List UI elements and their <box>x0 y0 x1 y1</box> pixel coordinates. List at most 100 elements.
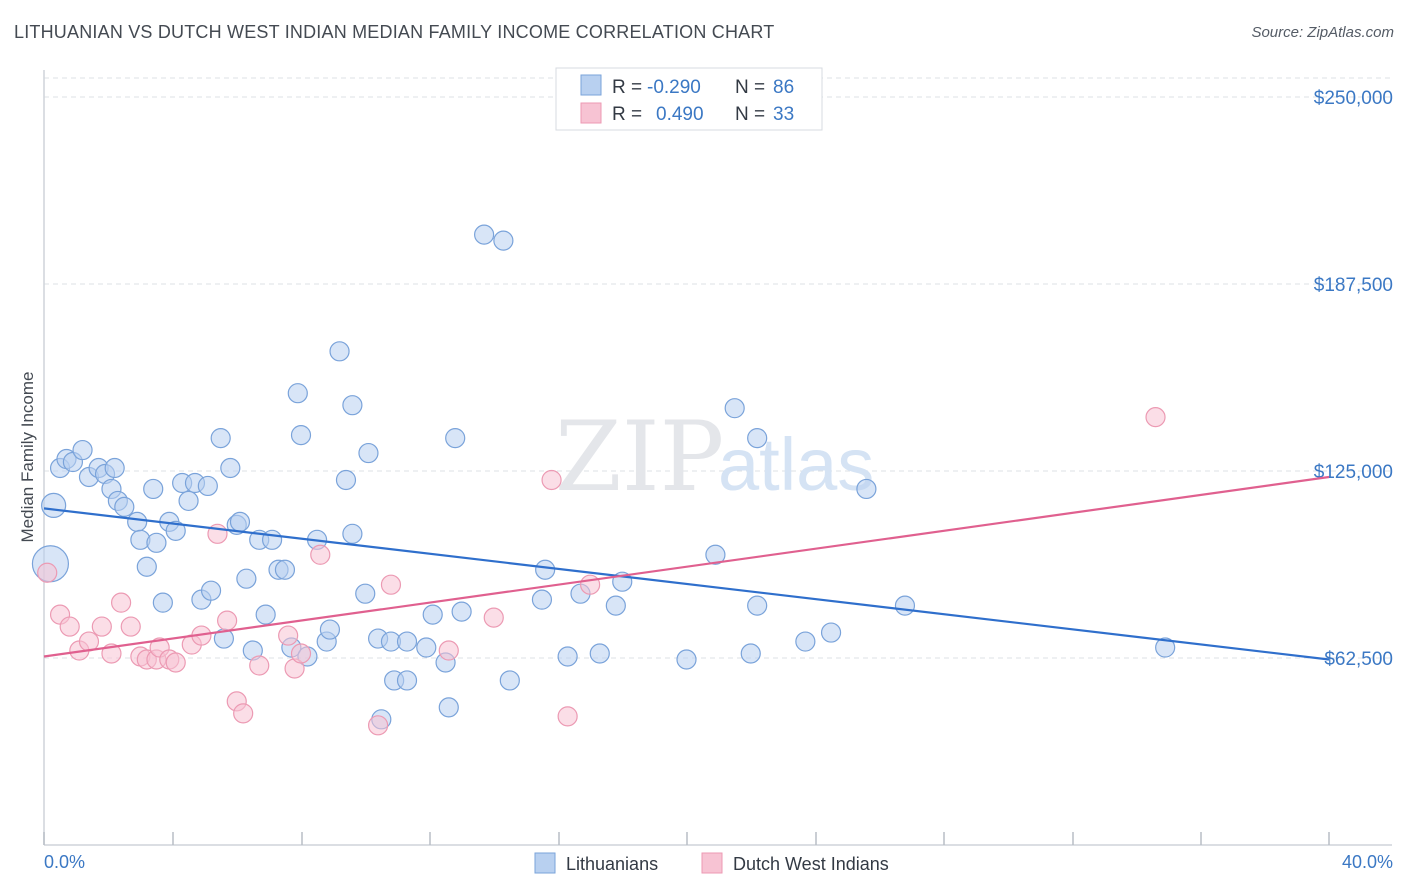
y-tick-label-0: $62,500 <box>1324 649 1393 670</box>
x-tick-label-max: 40.0% <box>1342 852 1393 872</box>
point-lithuanians-40 <box>290 424 312 446</box>
point-dutch-west-indians-18 <box>217 610 238 631</box>
legend-n-value-2: 33 <box>773 104 794 125</box>
point-lithuanians-21 <box>178 490 199 512</box>
point-dutch-west-indians-20 <box>233 703 254 724</box>
point-dutch-west-indians-22 <box>278 625 299 646</box>
legend-n-label-1: N = <box>735 77 765 98</box>
point-lithuanians-67 <box>535 559 556 580</box>
point-lithuanians-58 <box>422 604 443 625</box>
point-lithuanians-11 <box>104 457 125 479</box>
point-lithuanians-77 <box>747 595 768 616</box>
point-lithuanians-4 <box>72 439 93 461</box>
point-lithuanians-10 <box>114 496 135 518</box>
legend-swatch-lithuanians <box>580 74 602 96</box>
series-legend: Lithuanians Dutch West Indians <box>534 852 889 874</box>
point-dutch-west-indians-26 <box>368 715 389 736</box>
point-dutch-west-indians-24 <box>290 643 312 664</box>
point-lithuanians-50 <box>358 442 379 464</box>
point-lithuanians-75 <box>724 398 745 419</box>
point-lithuanians-71 <box>605 595 626 616</box>
series-lithuanians-points <box>31 224 1176 730</box>
series-dutch-west-indians-points <box>37 407 1166 736</box>
point-lithuanians-82 <box>894 595 916 616</box>
point-lithuanians-70 <box>589 643 610 664</box>
point-lithuanians-63 <box>474 224 495 245</box>
watermark-atlas: atlas <box>718 423 874 506</box>
chart-source: Source: ZipAtlas.com <box>1251 24 1394 41</box>
legend-n-label-2: N = <box>735 104 765 125</box>
legend-n-value-1: 86 <box>773 77 794 98</box>
correlation-legend: R = -0.290 N = 86 R = 0.490 N = 33 <box>555 67 823 131</box>
point-lithuanians-14 <box>136 556 157 577</box>
point-lithuanians-48 <box>342 523 363 544</box>
point-dutch-west-indians-25 <box>310 544 331 565</box>
point-lithuanians-57 <box>416 637 437 658</box>
y-tick-label-2: $187,500 <box>1314 275 1393 296</box>
point-lithuanians-66 <box>531 589 553 610</box>
point-dutch-west-indians-30 <box>541 469 562 491</box>
point-dutch-west-indians-14 <box>165 652 186 673</box>
point-lithuanians-80 <box>820 622 842 643</box>
point-lithuanians-64 <box>493 230 514 251</box>
point-lithuanians-68 <box>557 646 578 667</box>
bottom-legend-label-dutch-west-indians: Dutch West Indians <box>733 854 889 874</box>
legend-swatch-dutch-west-indians <box>580 102 602 124</box>
point-dutch-west-indians-31 <box>557 706 578 727</box>
point-lithuanians-15 <box>143 478 164 500</box>
point-lithuanians-46 <box>335 469 357 491</box>
point-lithuanians-19 <box>165 520 186 541</box>
point-dutch-west-indians-33 <box>1145 407 1166 428</box>
x-axis-ticks <box>43 832 1330 845</box>
point-lithuanians-83 <box>1155 637 1176 658</box>
point-lithuanians-78 <box>747 427 768 449</box>
point-lithuanians-12 <box>127 511 148 532</box>
y-tick-label-3: $250,000 <box>1314 88 1393 109</box>
point-dutch-west-indians-7 <box>110 592 132 613</box>
point-dutch-west-indians-27 <box>380 574 402 595</box>
bottom-legend-swatch-lithuanians <box>534 852 556 874</box>
trend-line-dutch-west-indians <box>43 475 1330 658</box>
point-lithuanians-28 <box>220 457 241 479</box>
point-dutch-west-indians-28 <box>438 640 459 661</box>
point-lithuanians-37 <box>274 559 296 580</box>
point-lithuanians-17 <box>152 592 173 613</box>
bottom-legend-swatch-dutch-west-indians <box>701 852 723 874</box>
bottom-legend-label-lithuanians: Lithuanians <box>566 854 658 874</box>
point-dutch-west-indians-32 <box>580 574 601 595</box>
point-dutch-west-indians-5 <box>91 616 112 637</box>
legend-r-label-1: R = <box>612 77 642 98</box>
point-lithuanians-55 <box>396 670 418 691</box>
point-lithuanians-73 <box>676 649 697 670</box>
point-lithuanians-79 <box>795 631 816 652</box>
point-lithuanians-39 <box>287 383 308 404</box>
point-dutch-west-indians-8 <box>120 616 141 637</box>
y-axis-title: Median Family Income <box>18 371 37 542</box>
point-lithuanians-25 <box>200 580 222 601</box>
point-lithuanians-81 <box>856 478 877 500</box>
point-lithuanians-30 <box>229 511 251 532</box>
point-lithuanians-56 <box>396 631 418 652</box>
point-lithuanians-45 <box>329 341 350 362</box>
point-lithuanians-44 <box>319 619 341 640</box>
point-dutch-west-indians-21 <box>249 655 270 676</box>
point-lithuanians-0 <box>41 492 67 519</box>
point-lithuanians-61 <box>445 427 466 449</box>
point-lithuanians-62 <box>451 601 472 622</box>
point-dutch-west-indians-29 <box>483 607 504 628</box>
y-tick-label-1: $125,000 <box>1314 462 1393 483</box>
legend-r-value-1: -0.290 <box>647 77 701 98</box>
legend-r-value-2: 0.490 <box>656 104 704 125</box>
point-lithuanians-76 <box>740 643 761 664</box>
point-dutch-west-indians-0 <box>37 562 58 583</box>
legend-r-label-2: R = <box>612 104 642 125</box>
chart-title: LITHUANIAN VS DUTCH WEST INDIAN MEDIAN F… <box>14 22 775 42</box>
point-lithuanians-60 <box>438 697 459 718</box>
point-lithuanians-16 <box>146 532 167 553</box>
x-tick-label-min: 0.0% <box>44 852 85 872</box>
point-dutch-west-indians-2 <box>59 616 80 637</box>
point-lithuanians-65 <box>499 670 520 691</box>
point-lithuanians-49 <box>355 583 376 604</box>
trend-line-lithuanians <box>43 507 1330 661</box>
